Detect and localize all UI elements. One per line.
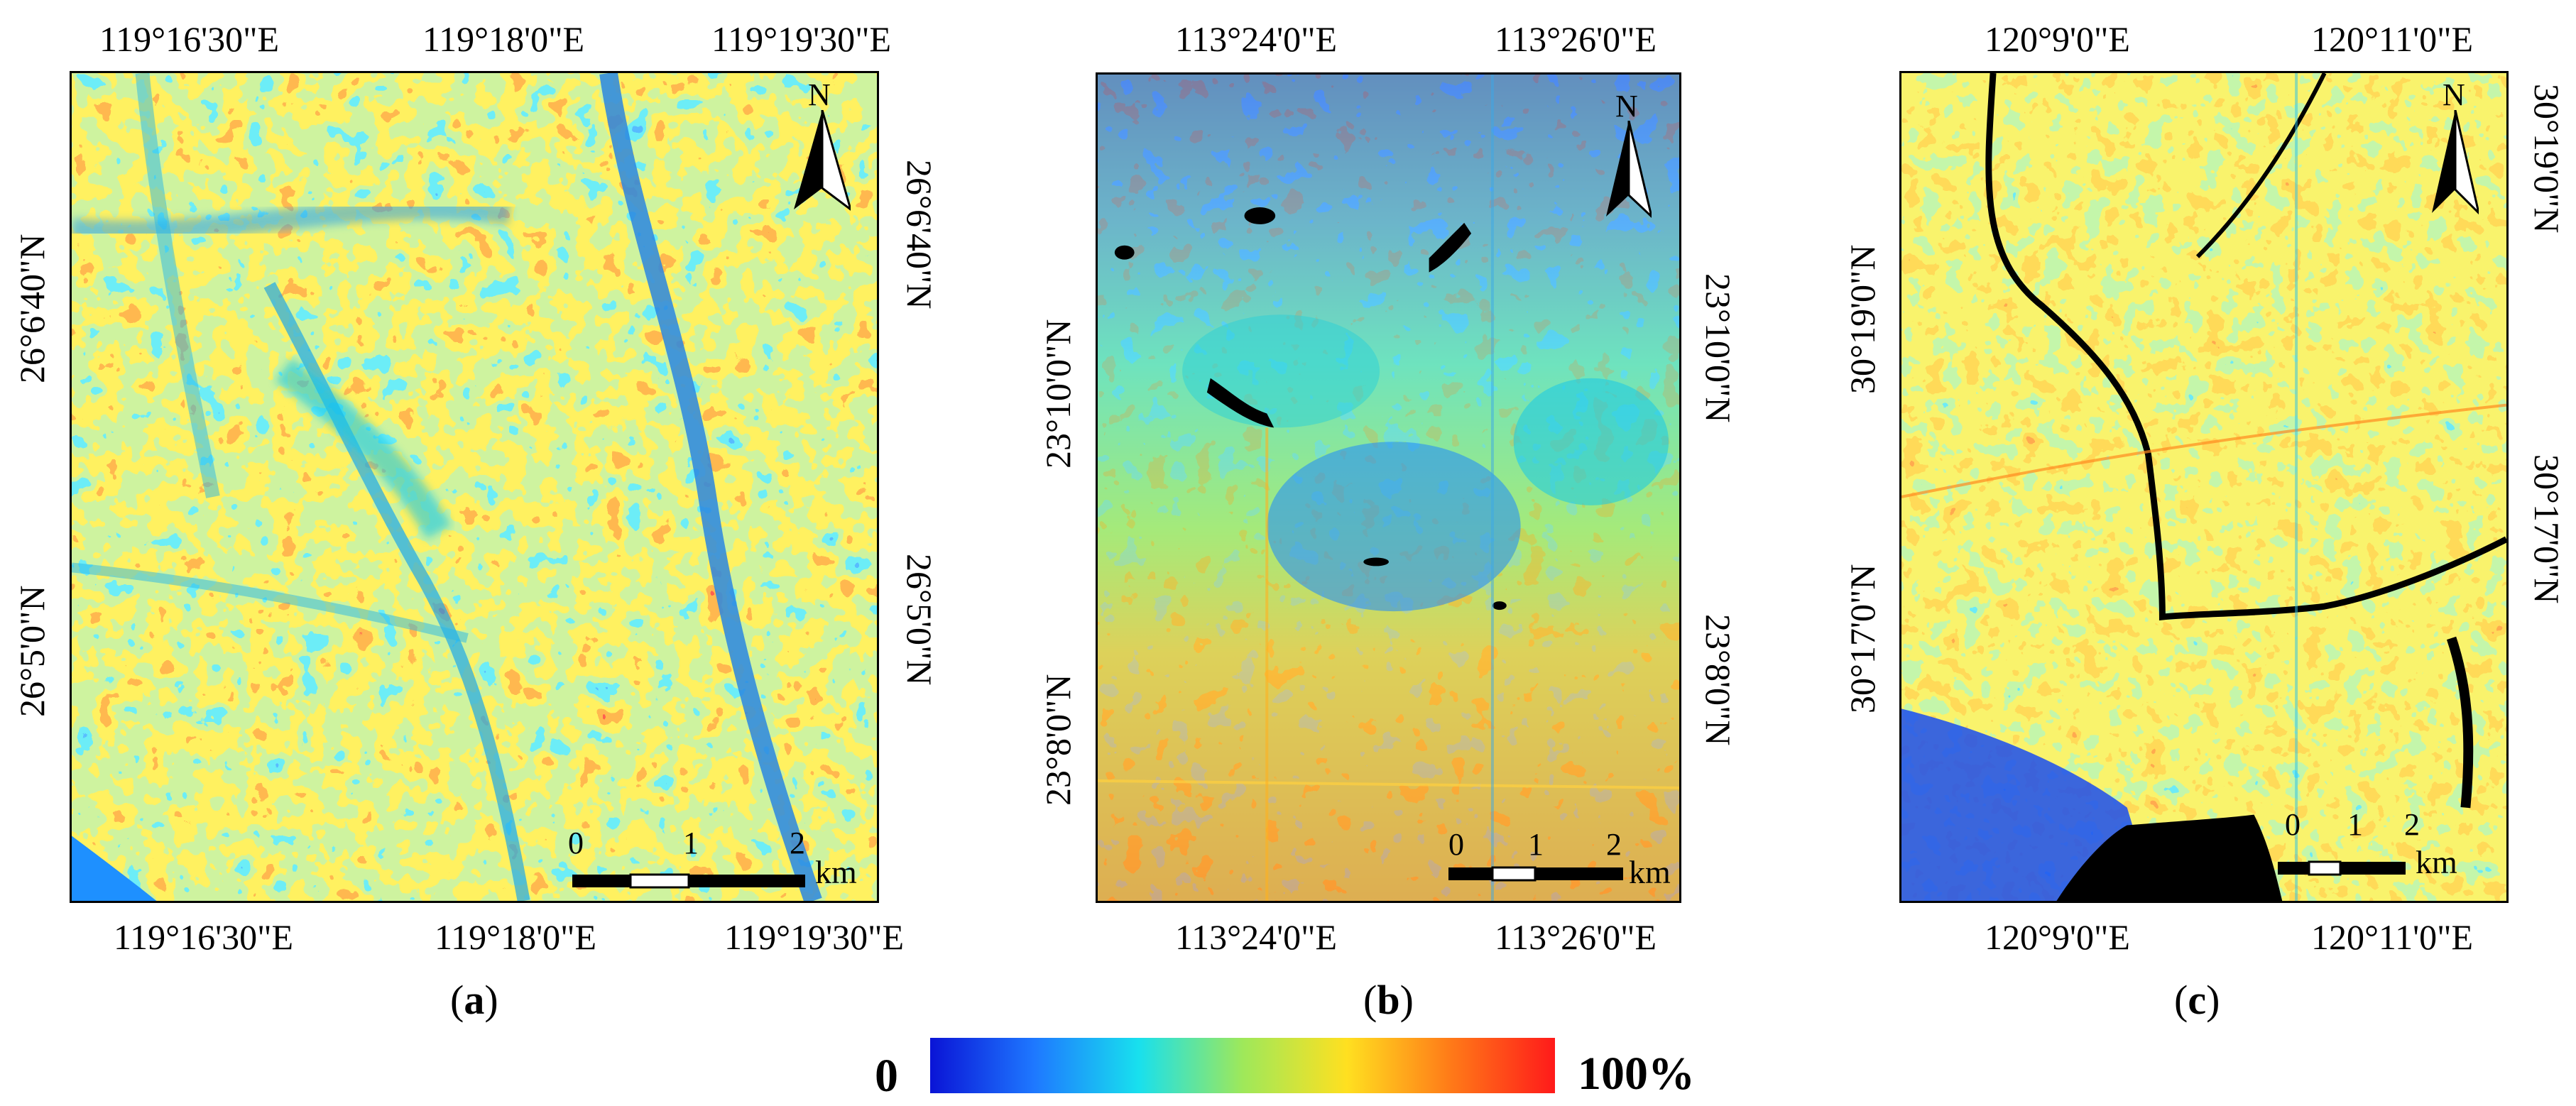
panel-c-top-lon-1: 120°9'0"E: [1985, 19, 2130, 59]
legend-max-label: 100%: [1578, 1048, 1695, 1100]
map-panel-a: [70, 71, 879, 903]
panel-a-top-lon-1: 119°16'30"E: [99, 19, 280, 59]
panel-c-scale-2: 2: [2404, 807, 2420, 842]
panel-a-top-lon-3: 119°19'30"E: [711, 19, 892, 59]
panel-c-scale-bar: [2278, 860, 2406, 876]
panel-a-north-label: N: [808, 77, 831, 112]
panel-a-caption-open: (: [450, 977, 464, 1023]
panel-b-scale-bar: [1448, 866, 1623, 882]
panel-b-north-label: N: [1615, 89, 1638, 124]
panel-b-left-lat-2: 23°8'0"N: [1038, 674, 1078, 806]
panel-c-caption-open: (: [2174, 977, 2188, 1023]
panel-c-left-lat-2: 30°17'0"N: [1843, 564, 1882, 713]
panel-a-top-lon-2: 119°18'0"E: [422, 19, 585, 59]
panel-c-caption: (c): [2174, 976, 2220, 1024]
panel-b-caption-close: ): [1399, 977, 1414, 1023]
panel-a-scale-2: 2: [790, 826, 805, 860]
panel-c-scale-1: 1: [2347, 807, 2363, 842]
panel-a-scale-1: 1: [683, 826, 699, 860]
panel-b-bottom-lon-1: 113°24'0"E: [1175, 917, 1338, 957]
panel-b-right-lat-1: 23°10'0"N: [1698, 273, 1738, 423]
panel-b-caption-open: (: [1363, 977, 1377, 1023]
panel-c-bottom-lon-1: 120°9'0"E: [1985, 917, 2130, 957]
panel-b-left-lat-1: 23°10'0"N: [1038, 319, 1078, 469]
panel-b-scale-1: 1: [1528, 827, 1544, 862]
fractional-cover-raster-c: [1901, 73, 2506, 901]
panel-a-north-arrow-icon: [794, 110, 851, 211]
panel-a-caption: (a): [450, 976, 498, 1024]
panel-c-scale-0: 0: [2285, 807, 2301, 842]
legend-min-label: 0: [875, 1050, 898, 1102]
panel-a-scale-0: 0: [568, 826, 584, 860]
panel-a-left-lat-1: 26°6'40"N: [12, 234, 52, 383]
panel-b-top-lon-1: 113°24'0"E: [1175, 19, 1338, 59]
panel-b-right-lat-2: 23°8'0"N: [1698, 614, 1738, 746]
map-panel-b: [1096, 72, 1681, 903]
panel-b-top-lon-2: 113°26'0"E: [1495, 19, 1657, 59]
panel-a-caption-letter: a: [464, 977, 485, 1023]
panel-b-scale-2: 2: [1606, 827, 1622, 862]
panel-a-bottom-lon-1: 119°16'30"E: [114, 917, 294, 957]
panel-c-scale-unit: km: [2416, 844, 2457, 880]
panel-b-caption-letter: b: [1377, 977, 1400, 1023]
panel-b-scale-0: 0: [1448, 827, 1464, 862]
fractional-cover-raster-b: [1098, 75, 1679, 901]
panel-b-caption: (b): [1363, 976, 1414, 1024]
panel-b-scale-unit: km: [1629, 854, 1671, 890]
panel-a-left-lat-2: 26°5'0"N: [12, 585, 52, 717]
panel-c-top-lon-2: 120°11'0"E: [2311, 19, 2474, 59]
panel-a-bottom-lon-3: 119°19'30"E: [724, 917, 905, 957]
legend-color-bar: [930, 1038, 1555, 1093]
panel-b-bottom-lon-2: 113°26'0"E: [1495, 917, 1657, 957]
panel-a-caption-close: ): [484, 977, 498, 1023]
panel-c-right-lat-2: 30°17'0"N: [2527, 454, 2567, 604]
map-panel-c: [1899, 71, 2509, 903]
panel-a-bottom-lon-2: 119°18'0"E: [435, 917, 597, 957]
panel-a-right-lat-2: 26°5'0"N: [900, 554, 939, 686]
panel-a-scale-unit: km: [815, 854, 857, 890]
fractional-cover-raster-a: [72, 73, 877, 901]
panel-c-caption-close: ): [2206, 977, 2220, 1023]
panel-c-caption-letter: c: [2188, 977, 2207, 1023]
panel-b-north-arrow-icon: [1606, 121, 1652, 219]
panel-c-north-arrow-icon: [2432, 110, 2479, 215]
panel-a-right-lat-1: 26°6'40"N: [900, 160, 939, 310]
panel-c-left-lat-1: 30°19'0"N: [1843, 244, 1882, 394]
panel-a-scale-bar: [572, 873, 805, 889]
panel-c-right-lat-1: 30°19'0"N: [2527, 84, 2567, 234]
panel-c-bottom-lon-2: 120°11'0"E: [2311, 917, 2474, 957]
panel-c-north-label: N: [2443, 77, 2465, 112]
